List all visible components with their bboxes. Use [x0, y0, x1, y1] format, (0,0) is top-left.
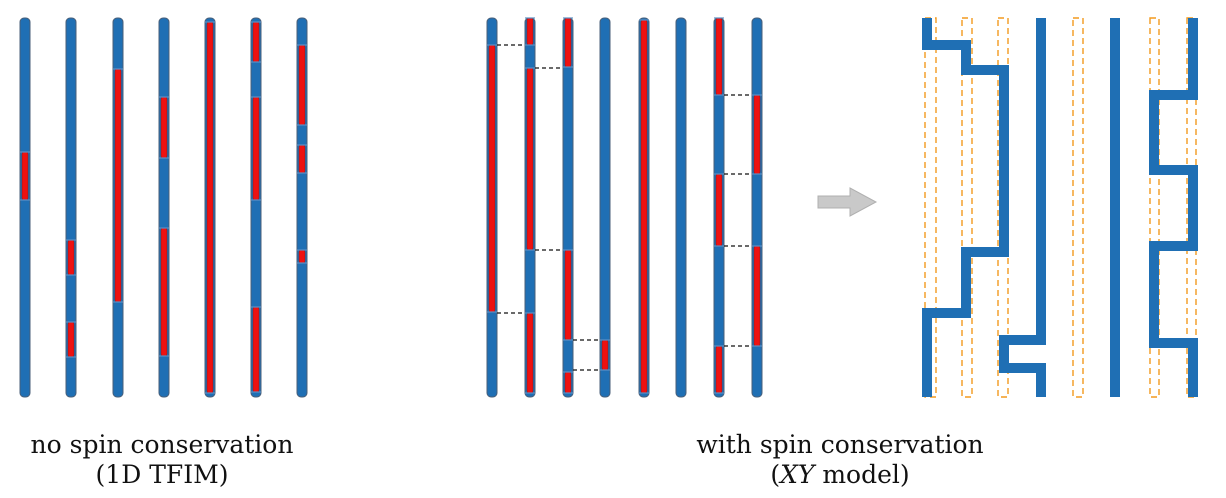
spin-down-segment: [21, 151, 29, 201]
spin-down-segment: [67, 321, 75, 358]
particle-worldline-2: [999, 18, 1046, 397]
spin-down-segment: [715, 173, 723, 247]
caption-title: no spin conservation: [30, 430, 294, 459]
spin-chain-1: [19, 17, 31, 398]
spin-up-segment: [675, 17, 687, 398]
spin-down-segment: [160, 227, 168, 357]
caption-title: with spin conservation: [696, 430, 984, 459]
spin-chain-10: [562, 17, 574, 398]
spin-chain-15: [751, 17, 763, 398]
spin-chain-9: [524, 17, 536, 398]
caption-with-conservation: with spin conservation (XY model): [640, 430, 1040, 490]
spin-up-segment: [599, 17, 611, 398]
spin-chain-12: [638, 17, 650, 398]
spin-chain-7: [296, 17, 308, 398]
spin-up-segment: [65, 17, 77, 398]
spin-chain-11: [599, 17, 611, 398]
spin-down-segment: [640, 19, 648, 394]
panel-worldlines: [922, 17, 1198, 398]
spin-down-segment: [564, 17, 572, 68]
spin-down-segment: [114, 68, 122, 303]
spin-down-segment: [526, 67, 534, 251]
particle-worldline-1: [922, 18, 1009, 397]
spin-down-segment: [715, 345, 723, 394]
spin-down-segment: [298, 249, 306, 264]
spin-down-segment: [753, 94, 761, 175]
spin-down-segment: [526, 312, 534, 394]
caption-model: (1D TFIM): [95, 460, 229, 489]
empty-site: [961, 17, 973, 398]
spin-down-segment: [564, 249, 572, 341]
caption-no-conservation: no spin conservation (1D TFIM): [12, 430, 312, 490]
spin-down-segment: [252, 306, 260, 393]
panel-no-conservation: [19, 17, 308, 398]
empty-site: [1149, 17, 1160, 398]
spin-down-segment: [67, 239, 75, 276]
right-arrow-icon: [817, 187, 878, 217]
spin-chain-8: [486, 17, 498, 398]
spin-down-segment: [252, 96, 260, 201]
spin-chain-2: [65, 17, 77, 398]
spin-chain-5: [204, 17, 216, 398]
particle-worldline-4: [1149, 18, 1198, 397]
empty-site: [1072, 17, 1084, 398]
spin-chain-14: [713, 17, 725, 398]
spin-down-segment: [564, 371, 572, 394]
spin-down-segment: [601, 339, 609, 371]
spin-down-segment: [298, 144, 306, 174]
spin-chain-3: [112, 17, 124, 398]
spin-down-segment: [526, 17, 534, 46]
spin-down-segment: [206, 21, 214, 394]
spin-down-segment: [298, 44, 306, 126]
panel-with-conservation: [486, 17, 763, 398]
spin-chain-13: [675, 17, 687, 398]
spin-up-segment: [19, 17, 31, 398]
spin-down-segment: [753, 245, 761, 347]
spin-chain-6: [250, 17, 262, 398]
spin-down-segment: [252, 21, 260, 63]
spin-chain-4: [158, 17, 170, 398]
spin-down-segment: [488, 44, 496, 313]
spin-down-segment: [715, 17, 723, 96]
empty-site: [997, 17, 1009, 398]
spin-down-segment: [160, 96, 168, 159]
caption-model: (XY model): [770, 460, 910, 489]
